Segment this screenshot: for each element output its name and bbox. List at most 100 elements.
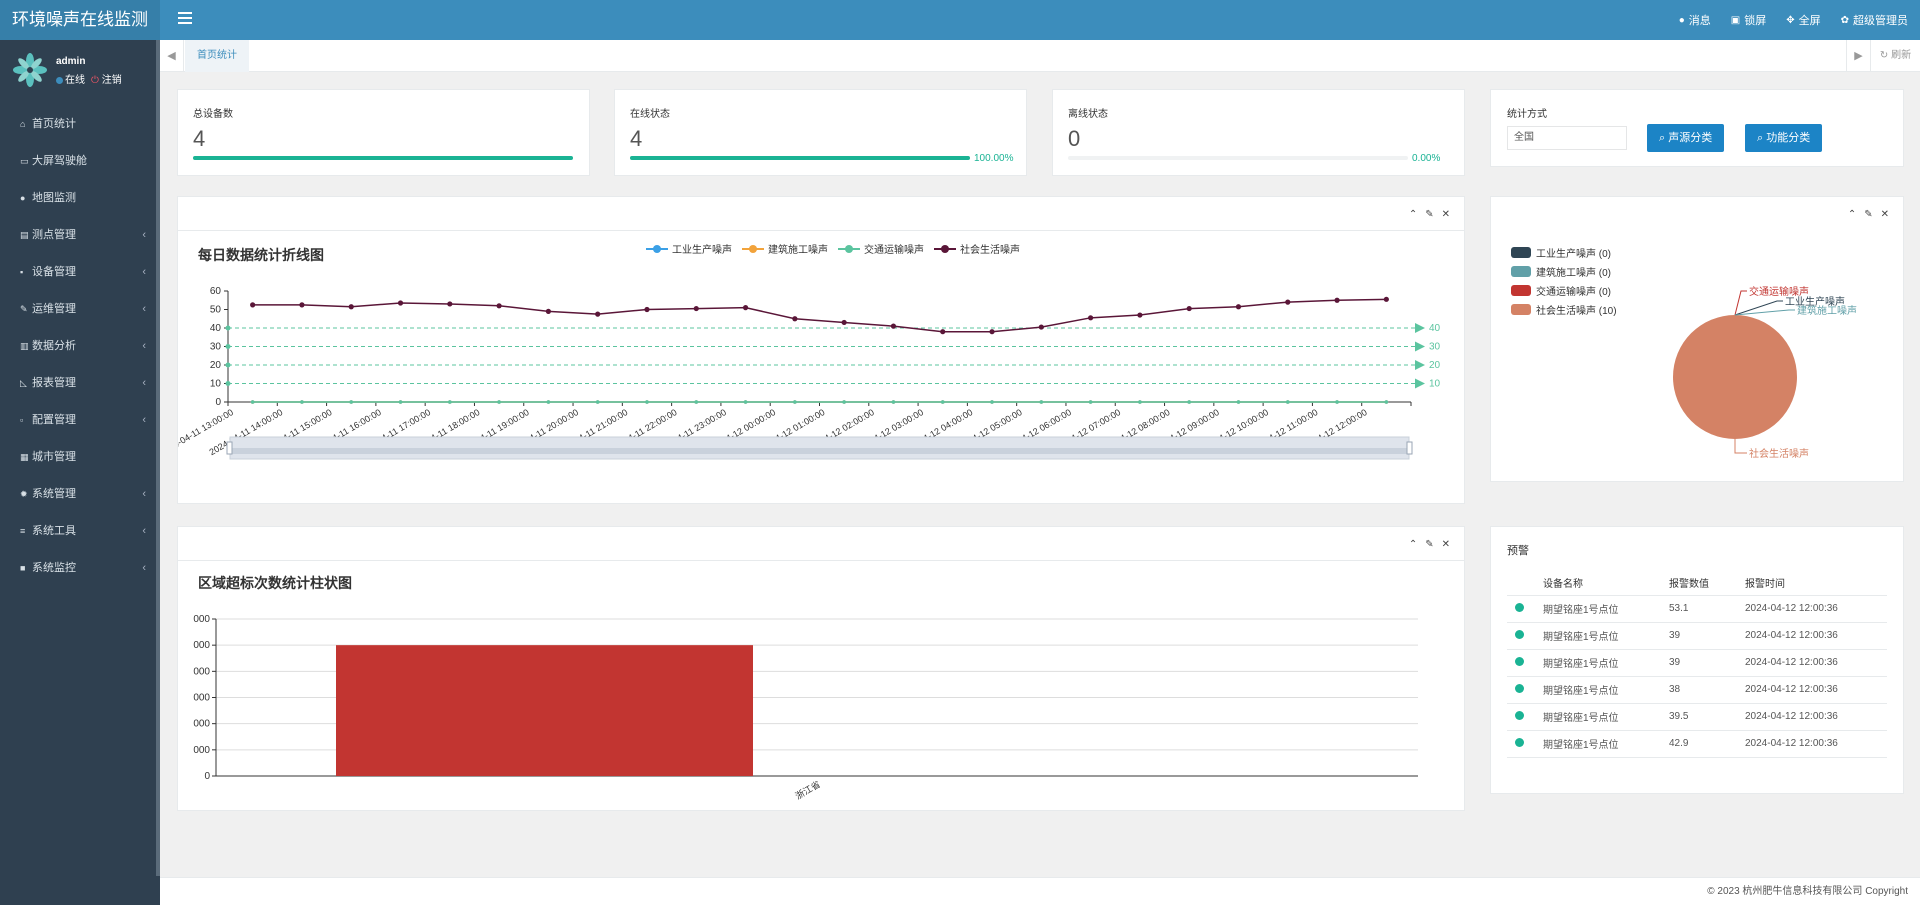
alarm-value: 39 [1669, 649, 1745, 677]
source-category-button[interactable]: ⌕ 声源分类 [1647, 124, 1725, 152]
pie-legend-item[interactable]: 建筑施工噪声 (0) [1511, 262, 1617, 281]
sidebar-item-4[interactable]: ▪ 设备管理 ‹ [0, 254, 156, 291]
y-tick-label: 20 [210, 360, 222, 371]
sidebar-item-8[interactable]: ▫ 配置管理 ‹ [0, 402, 156, 439]
panel-tools: ⌃ ✎ ✕ [1848, 209, 1889, 220]
legend-label: 交通运输噪声 [864, 245, 924, 256]
bar-chart-panel: ⌃ ✎ ✕ 区域超标次数统计柱状图 0 000 000 000 000 000 000 浙江省 [177, 526, 1465, 811]
stat-progress-bar [193, 156, 573, 160]
menu-item-icon: ▭ [20, 156, 29, 166]
online-label: 在线 [65, 75, 85, 86]
sidebar-item-3[interactable]: ▤ 测点管理 ‹ [0, 217, 156, 254]
menu-toggle-icon[interactable] [178, 12, 192, 28]
sidebar-item-label: 配置管理 [32, 414, 76, 426]
table-row[interactable]: 期望铭座1号点位 53.1 2024-04-12 12:00:36 [1507, 595, 1887, 623]
filter-label: 统计方式 [1507, 109, 1547, 120]
table-row[interactable]: 期望铭座1号点位 39 2024-04-12 12:00:36 [1507, 622, 1887, 650]
mark-line-arrow [1415, 323, 1425, 333]
region-select[interactable]: 全国 [1507, 126, 1627, 150]
logout-link[interactable]: ⏻ 注销 [91, 71, 122, 86]
topnav-item-0[interactable]: ● 消息 [1679, 12, 1711, 28]
search-icon: ⌕ [1659, 132, 1666, 144]
sidebar-item-label: 地图监测 [32, 192, 76, 204]
alarm-table: 设备名称 报警数值 报警时间 期望铭座1号点位 53.1 2024-04-12 12… [1507, 571, 1887, 758]
table-row[interactable]: 期望铭座1号点位 39.5 2024-04-12 12:00:36 [1507, 703, 1887, 731]
close-icon[interactable]: ✕ [1441, 209, 1450, 220]
sidebar-item-6[interactable]: ▥ 数据分析 ‹ [0, 328, 156, 365]
sidebar-item-label: 城市管理 [32, 451, 76, 463]
mark-line-arrow [1415, 360, 1425, 370]
legend-item[interactable]: 交通运输噪声 [838, 241, 924, 256]
stat-label: 总设备数 [193, 109, 233, 120]
collapse-icon[interactable]: ⌃ [1408, 539, 1418, 550]
sidebar-item-10[interactable]: ✹ 系统管理 ‹ [0, 476, 156, 513]
alarm-time: 2024-04-12 12:00:36 [1745, 649, 1887, 677]
alarm-device-name: 期望铭座1号点位 [1543, 649, 1669, 677]
close-icon[interactable]: ✕ [1880, 209, 1889, 220]
collapse-icon[interactable]: ⌃ [1408, 209, 1418, 220]
table-row[interactable]: 期望铭座1号点位 38 2024-04-12 12:00:36 [1507, 676, 1887, 704]
legend-swatch [646, 244, 668, 254]
data-point [1039, 400, 1044, 404]
refresh-button[interactable]: ↻ 刷新 [1870, 40, 1920, 72]
pie-legend-item[interactable]: 工业生产噪声 (0) [1511, 243, 1617, 262]
legend-swatch [934, 244, 956, 254]
legend-item[interactable]: 建筑施工噪声 [742, 241, 828, 256]
data-point [1383, 296, 1389, 302]
app-logo-title[interactable]: 环境噪声在线监测 [0, 0, 160, 40]
panel-tools: ⌃ ✎ ✕ [1409, 209, 1450, 220]
pie-legend-label: 建筑施工噪声 (0) [1536, 268, 1611, 279]
stat-percent: 100.00% [974, 153, 1014, 164]
wrench-icon[interactable]: ✎ [1864, 209, 1873, 220]
alarm-title: 预警 [1507, 545, 1529, 557]
pie-leader-line [1734, 309, 1795, 316]
legend-item[interactable]: 社会生活噪声 [934, 241, 1020, 256]
status-dot-icon [1515, 710, 1524, 720]
sidebar-item-9[interactable]: ▦ 城市管理 [0, 439, 156, 476]
fullscreen-icon: ✥ [1786, 14, 1795, 26]
data-point [496, 303, 502, 309]
menu-item-icon: ▫ [20, 415, 24, 425]
sidebar-scrollbar[interactable] [156, 40, 160, 876]
tabs-scroll-left-icon[interactable]: ◀ [160, 40, 184, 72]
tab-home-stats[interactable]: 首页统计 [185, 40, 249, 72]
alarm-status-cell [1507, 649, 1543, 677]
sidebar-item-0[interactable]: ⌂ 首页统计 [0, 106, 156, 143]
table-row[interactable]: 期望铭座1号点位 42.9 2024-04-12 12:00:36 [1507, 730, 1887, 758]
sidebar-item-7[interactable]: ◺ 报表管理 ‹ [0, 365, 156, 402]
data-point [1186, 305, 1192, 312]
tabs-scroll-right-icon[interactable]: ▶ [1846, 40, 1870, 72]
function-category-button[interactable]: ⌕ 功能分类 [1745, 124, 1823, 152]
data-point [348, 304, 354, 310]
topnav-item-3[interactable]: ✿ 超级管理员 [1841, 12, 1908, 28]
legend-item[interactable]: 工业生产噪声 [646, 241, 732, 256]
table-row[interactable]: 期望铭座1号点位 39 2024-04-12 12:00:36 [1507, 649, 1887, 677]
collapse-icon[interactable]: ⌃ [1847, 209, 1857, 220]
y-tick-label: 30 [210, 342, 222, 353]
pie-slice-label: 工业生产噪声 [1785, 295, 1845, 308]
panel-tools: ⌃ ✎ ✕ [1409, 539, 1450, 550]
chevron-left-icon: ‹ [142, 562, 146, 574]
close-icon[interactable]: ✕ [1441, 539, 1450, 550]
sidebar-item-5[interactable]: ✎ 运维管理 ‹ [0, 291, 156, 328]
mark-line-label: 40 [1429, 323, 1441, 334]
wrench-icon[interactable]: ✎ [1425, 539, 1434, 550]
data-point [1235, 304, 1242, 310]
sidebar-item-1[interactable]: ▭ 大屏驾驶舱 [0, 143, 156, 180]
alarm-table-body: 期望铭座1号点位 53.1 2024-04-12 12:00:36 期望铭座1号点位 3… [1507, 595, 1887, 758]
wrench-icon[interactable]: ✎ [1425, 209, 1434, 220]
sidebar-item-12[interactable]: ■ 系统监控 ‹ [0, 550, 156, 587]
stat-progress-fill [630, 156, 970, 160]
lock-icon: ▣ [1730, 14, 1741, 26]
refresh-label: 刷新 [1891, 50, 1912, 61]
pie-legend-item[interactable]: 社会生活噪声 (10) [1511, 300, 1617, 319]
topnav-label: 全屏 [1798, 15, 1821, 27]
mark-line-arrow [1415, 378, 1425, 389]
pie-legend-item[interactable]: 交通运输噪声 (0) [1511, 281, 1617, 300]
topnav-item-1[interactable]: ▣ 锁屏 [1731, 12, 1766, 28]
menu-item-icon: ✎ [20, 304, 28, 314]
menu-item-icon: ▤ [20, 230, 29, 240]
topnav-item-2[interactable]: ✥ 全屏 [1786, 12, 1820, 28]
sidebar-item-11[interactable]: ≡ 系统工具 ‹ [0, 513, 156, 550]
sidebar-item-2[interactable]: ● 地图监测 [0, 180, 156, 217]
